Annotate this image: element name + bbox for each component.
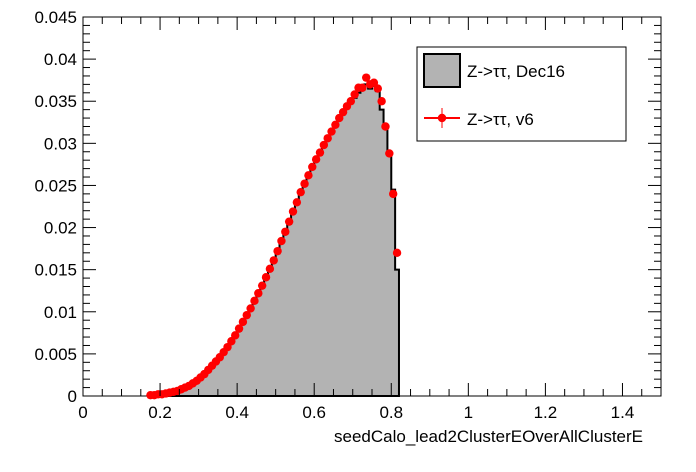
data-point-v6	[323, 134, 332, 143]
y-tick-label: 0.03	[44, 134, 77, 153]
x-tick-label: 0.2	[148, 403, 172, 422]
x-tick-label: 0.8	[379, 403, 403, 422]
x-tick-label: 1.2	[534, 403, 558, 422]
data-point-v6	[315, 148, 325, 157]
y-tick-label: 0.035	[34, 92, 77, 111]
x-tick-label: 1.4	[611, 403, 635, 422]
legend-swatch-dec16	[423, 53, 461, 88]
legend-marker-v6	[437, 113, 447, 123]
data-point-v6	[362, 73, 371, 82]
y-axis-ticks: 0 0.005 0.01 0.015 0.02 0.025 0.03 0.035 0.04 0.0…	[34, 8, 661, 406]
legend-label-dec16: Z->ττ, Dec16	[467, 62, 565, 81]
legend-label-v6: Z->ττ, v6	[467, 110, 534, 129]
x-tick-label: 0.4	[225, 403, 249, 422]
x-axis-label: seedCalo_lead2ClusterEOverAllClusterE	[334, 427, 643, 446]
data-point-v6	[300, 179, 309, 188]
data-point-v6	[269, 256, 278, 265]
data-point-v6	[385, 149, 394, 158]
data-point-v6	[238, 317, 248, 327]
y-tick-label: 0.005	[34, 345, 77, 364]
data-point-v6	[261, 273, 271, 282]
data-point-v6	[234, 324, 244, 333]
x-axis-ticks: 0 0.2 0.4 0.6 0.8 1 1.2 1.4	[78, 17, 643, 422]
data-point-v6	[373, 84, 382, 93]
histogram-series-dec16	[147, 83, 400, 397]
data-point-v6	[381, 122, 390, 131]
plot-area	[82, 16, 662, 400]
data-point-v6	[257, 281, 267, 290]
data-point-v6	[304, 171, 313, 180]
data-point-v6	[327, 127, 336, 136]
y-tick-label: 0.02	[44, 219, 77, 238]
data-point-v6	[350, 90, 359, 99]
data-point-v6	[277, 236, 286, 246]
x-tick-label: 0	[78, 403, 87, 422]
legend: Z->ττ, Dec16 Z->ττ, v6	[416, 46, 627, 142]
data-point-v6	[250, 296, 259, 306]
y-tick-label: 0.01	[44, 303, 77, 322]
data-point-v6	[273, 246, 282, 256]
data-point-v6	[388, 189, 398, 199]
data-point-v6	[281, 227, 290, 236]
y-tick-label: 0.025	[34, 176, 77, 195]
data-point-v6	[265, 264, 275, 274]
data-point-v6	[331, 120, 340, 130]
data-point-v6	[377, 97, 386, 106]
y-tick-label: 0.04	[44, 50, 77, 69]
data-point-v6	[254, 289, 263, 298]
data-point-v6	[242, 310, 251, 320]
data-point-v6	[319, 140, 329, 150]
data-point-v6	[296, 187, 305, 197]
data-point-v6	[346, 97, 356, 106]
x-tick-label: 0.6	[302, 403, 326, 422]
data-point-v6	[311, 155, 321, 164]
data-point-v6	[358, 83, 367, 92]
data-point-v6	[288, 207, 298, 216]
y-tick-label: 0	[68, 387, 77, 406]
y-tick-label: 0.045	[34, 8, 77, 27]
data-point-v6	[392, 248, 402, 258]
data-point-v6	[308, 162, 317, 172]
data-point-v6	[246, 304, 255, 313]
data-point-v6	[284, 217, 294, 226]
x-tick-label: 1	[464, 403, 473, 422]
data-point-v6	[292, 198, 302, 207]
y-tick-label: 0.015	[34, 261, 77, 280]
data-point-v6	[231, 331, 240, 340]
